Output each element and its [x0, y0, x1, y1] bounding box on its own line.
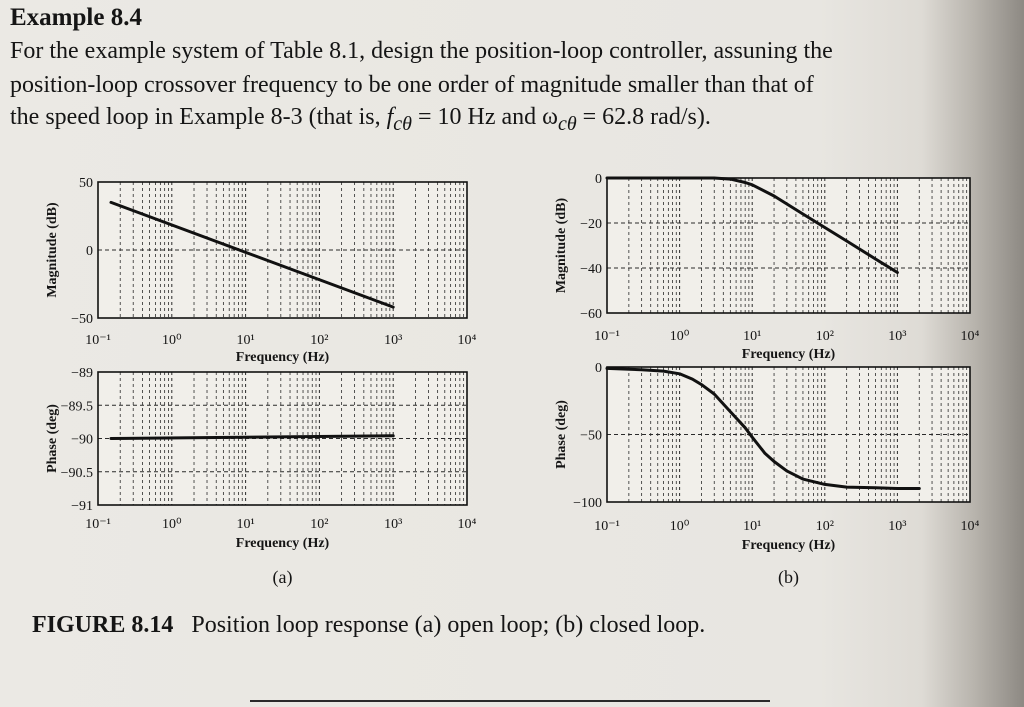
y-tick-label: −90	[71, 433, 93, 448]
plot-frame	[606, 177, 971, 314]
y-tick-label: −40	[580, 262, 602, 277]
plot-area	[607, 178, 970, 313]
plot-4: 0 −50 −100 10⁻¹ 10⁰ 10¹ 10² 10³ 10⁴ Phase (deg) Fr…	[554, 361, 980, 588]
y-tick-label: −20	[580, 217, 602, 232]
bottom-rule	[250, 700, 770, 702]
y-axis-label: Magnitude (dB)	[554, 198, 569, 294]
x-tick-label: 10³	[888, 519, 906, 534]
y-tick-label: −89	[71, 366, 93, 381]
y-tick-label: −50	[580, 429, 602, 444]
x-tick-label: 10⁻¹	[85, 517, 111, 532]
x-tick-label: 10²	[816, 329, 834, 344]
x-tick-label: 10⁴	[458, 517, 477, 532]
plot-frame	[97, 371, 468, 506]
y-tick-label: −50	[71, 312, 93, 327]
example-text-line-3: the speed loop in Example 8-3 (that is, …	[10, 104, 711, 136]
data-series-line	[109, 434, 395, 440]
x-tick-label: 10³	[384, 333, 402, 348]
x-axis-label: Frequency (Hz)	[236, 350, 330, 365]
example-title: Example 8.4	[10, 4, 142, 31]
figure-label: FIGURE 8.14	[32, 612, 174, 638]
y-tick-label: 50	[79, 176, 93, 191]
plot-1: 50 0 −50 10⁻¹ 10⁰ 10¹ 10² 10³ 10⁴ Magnitude (dB) F…	[45, 176, 477, 365]
y-axis-label: Phase (deg)	[45, 404, 60, 473]
panel-label: (b)	[778, 567, 799, 588]
x-tick-label: 10³	[384, 517, 402, 532]
x-tick-label: 10³	[888, 329, 906, 344]
x-tick-label: 10¹	[743, 329, 761, 344]
plot-frame	[97, 181, 468, 319]
plot-3: 0 −20 −40 −60 10⁻¹ 10⁰ 10¹ 10² 10³ 10⁴ Magnitude (…	[554, 172, 980, 362]
x-tick-label: 10⁻¹	[85, 333, 111, 348]
example-text-line-3-c: = 62.8 rad/s).	[576, 104, 711, 130]
x-axis-label: Frequency (Hz)	[742, 538, 836, 553]
x-tick-label: 10²	[310, 517, 328, 532]
y-tick-label: −91	[71, 499, 93, 514]
panel-label: (a)	[273, 567, 293, 588]
wc-subscript: cθ	[557, 112, 577, 135]
figure-caption: FIGURE 8.14 Position loop response (a) op…	[32, 612, 705, 639]
y-tick-label: 0	[595, 172, 602, 187]
example-text-line-2: position-loop crossover frequency to be …	[10, 72, 814, 98]
x-tick-label: 10⁻¹	[594, 519, 620, 534]
y-tick-label: −100	[573, 496, 602, 511]
x-tick-label: 10⁴	[961, 519, 980, 534]
y-tick-label: −90.5	[61, 466, 93, 481]
x-tick-label: 10⁰	[670, 519, 690, 534]
x-tick-label: 10¹	[236, 517, 254, 532]
x-tick-label: 10⁰	[162, 333, 182, 348]
x-axis-label: Frequency (Hz)	[742, 347, 836, 362]
y-tick-label: 0	[595, 361, 602, 376]
example-text-line-3-b: = 10 Hz and ω	[411, 104, 558, 130]
plot-frame	[606, 366, 971, 503]
y-tick-label: −89.5	[61, 399, 93, 414]
figure-caption-text: Position loop response (a) open loop; (b…	[191, 612, 706, 638]
x-tick-label: 10⁰	[162, 517, 182, 532]
x-tick-label: 10⁰	[670, 329, 690, 344]
plot-2: −89 −89.5 −90 −90.5 −91 10⁻¹ 10⁰ 10¹ 10² 10³ 10⁴ Ph…	[45, 366, 477, 588]
data-series-line	[109, 200, 395, 309]
y-tick-label: 0	[86, 244, 93, 259]
data-series-line	[605, 176, 899, 274]
x-tick-label: 10²	[816, 519, 834, 534]
x-tick-label: 10⁻¹	[594, 329, 620, 344]
x-tick-label: 10⁴	[458, 333, 477, 348]
x-tick-label: 10²	[310, 333, 328, 348]
data-series-line	[605, 366, 921, 490]
y-tick-label: −60	[580, 307, 602, 322]
x-tick-label: 10¹	[236, 333, 254, 348]
fc-symbol: f	[386, 104, 394, 130]
example-text-line-1: For the example system of Table 8.1, des…	[10, 38, 833, 64]
fc-subscript: cθ	[393, 112, 412, 135]
y-axis-label: Magnitude (dB)	[45, 202, 60, 298]
x-axis-label: Frequency (Hz)	[236, 536, 330, 551]
x-tick-label: 10¹	[743, 519, 761, 534]
y-axis-label: Phase (deg)	[554, 400, 569, 469]
x-tick-label: 10⁴	[961, 329, 980, 344]
example-text-line-3-a: the speed loop in Example 8-3 (that is,	[10, 104, 387, 130]
